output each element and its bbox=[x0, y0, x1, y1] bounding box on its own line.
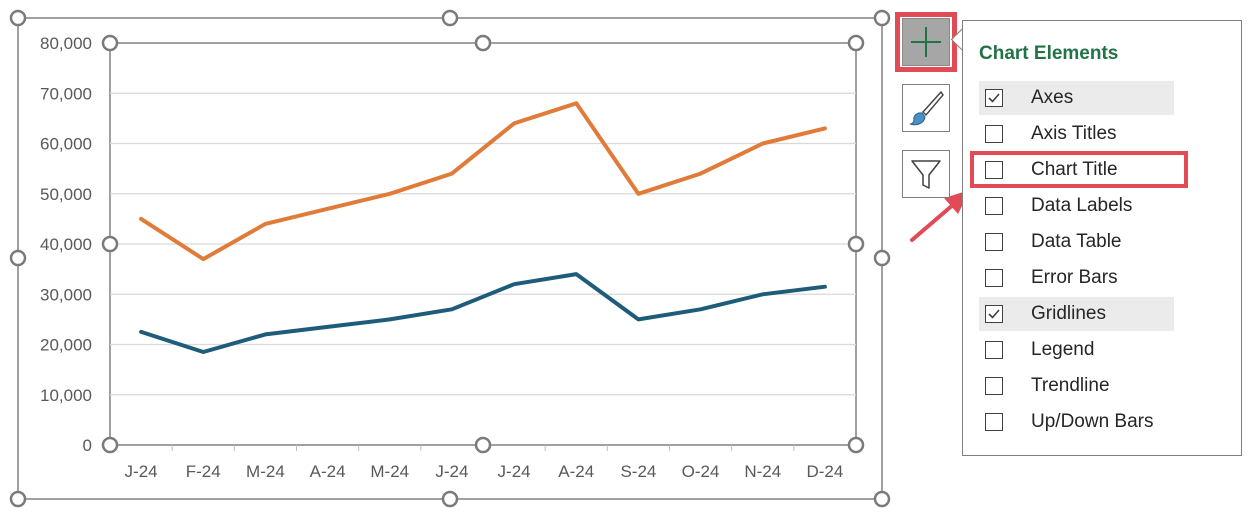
y-tick-label: 30,000 bbox=[40, 285, 92, 304]
y-tick-label: 0 bbox=[83, 436, 92, 455]
option-data-table[interactable]: Data Table bbox=[979, 225, 1174, 259]
x-tick-label: O-24 bbox=[682, 462, 720, 481]
chart-area-frame bbox=[17, 17, 883, 500]
option-label: Error Bars bbox=[1031, 267, 1118, 288]
gridlines bbox=[110, 92, 856, 396]
x-axis: J-24 F-24 M-24 A-24 M-24 J-24 J-24 A-24 S-24 O-24… bbox=[109, 445, 857, 481]
chart-area-resize-handle[interactable] bbox=[9, 249, 27, 267]
y-tick-label: 60,000 bbox=[40, 135, 92, 154]
y-axis: 0 10,000 20,000 30,000 40,000 50,000 60,000 70,… bbox=[40, 34, 92, 455]
plot-area-resize-handle[interactable] bbox=[847, 34, 865, 52]
plus-icon bbox=[911, 27, 941, 57]
option-label: Axis Titles bbox=[1031, 123, 1117, 144]
y-tick-label: 70,000 bbox=[40, 84, 92, 103]
option-label: Axes bbox=[1031, 87, 1074, 108]
x-tick-label: J-24 bbox=[125, 462, 158, 481]
chart-area-resize-handle[interactable] bbox=[873, 9, 891, 27]
option-label: Data Labels bbox=[1031, 195, 1133, 216]
option-up-down-bars[interactable]: Up/Down Bars bbox=[979, 405, 1174, 439]
y-tick-label: 20,000 bbox=[40, 336, 92, 355]
y-tick-label: 10,000 bbox=[40, 386, 92, 405]
plot-area-resize-handle[interactable] bbox=[847, 436, 865, 454]
chart-area-resize-handle[interactable] bbox=[873, 490, 891, 508]
x-tick-label: J-24 bbox=[498, 462, 531, 481]
selection-handles[interactable] bbox=[9, 9, 891, 508]
option-data-labels[interactable]: Data Labels bbox=[979, 189, 1174, 223]
panel-title: Chart Elements bbox=[979, 43, 1119, 64]
option-legend[interactable]: Legend bbox=[979, 333, 1174, 367]
checkbox-checked-icon[interactable] bbox=[985, 89, 1003, 107]
plot-area-resize-handle[interactable] bbox=[101, 235, 119, 253]
checkbox-icon[interactable] bbox=[985, 197, 1003, 215]
checkbox-icon[interactable] bbox=[985, 269, 1003, 287]
x-tick-label: A-24 bbox=[558, 462, 594, 481]
x-tick-label: F-24 bbox=[186, 462, 221, 481]
chart-area-resize-handle[interactable] bbox=[9, 490, 27, 508]
option-chart-title[interactable]: Chart Title bbox=[979, 153, 1174, 187]
chart-elements-button[interactable] bbox=[902, 18, 950, 66]
checkbox-icon[interactable] bbox=[985, 125, 1003, 143]
chart-area-resize-handle[interactable] bbox=[9, 9, 27, 27]
option-gridlines[interactable]: Gridlines bbox=[979, 297, 1174, 331]
checkbox-checked-icon[interactable] bbox=[985, 305, 1003, 323]
plot-area-resize-handle[interactable] bbox=[474, 436, 492, 454]
x-tick-label: S-24 bbox=[620, 462, 656, 481]
option-label: Chart Title bbox=[1031, 159, 1118, 180]
option-error-bars[interactable]: Error Bars bbox=[979, 261, 1174, 295]
checkbox-icon[interactable] bbox=[985, 161, 1003, 179]
option-trendline[interactable]: Trendline bbox=[979, 369, 1174, 403]
option-axes[interactable]: Axes bbox=[979, 81, 1174, 115]
series-lines bbox=[139, 101, 827, 354]
x-tick-label: A-24 bbox=[310, 462, 346, 481]
chart-title-option-highlight bbox=[970, 151, 1188, 188]
checkbox-icon[interactable] bbox=[985, 233, 1003, 251]
option-label: Gridlines bbox=[1031, 303, 1106, 324]
option-label: Up/Down Bars bbox=[1031, 411, 1154, 432]
plot-area-resize-handle[interactable] bbox=[101, 436, 119, 454]
series-line-1[interactable] bbox=[139, 101, 827, 262]
chart-elements-panel: Chart Elements Axes Axis Titles Chart Titl… bbox=[962, 20, 1242, 456]
option-axis-titles[interactable]: Axis Titles bbox=[979, 117, 1174, 151]
x-tick-label: N-24 bbox=[744, 462, 781, 481]
checkbox-icon[interactable] bbox=[985, 377, 1003, 395]
plot-area-resize-handle[interactable] bbox=[847, 235, 865, 253]
x-tick-label: M-24 bbox=[246, 462, 285, 481]
chart-area-resize-handle[interactable] bbox=[441, 490, 459, 508]
x-tick-label: D-24 bbox=[806, 462, 843, 481]
option-label: Data Table bbox=[1031, 231, 1122, 252]
option-label: Trendline bbox=[1031, 375, 1110, 396]
y-tick-label: 80,000 bbox=[40, 34, 92, 53]
chart-filters-button[interactable] bbox=[902, 150, 950, 198]
annotation-arrow bbox=[910, 202, 956, 242]
y-tick-label: 40,000 bbox=[40, 235, 92, 254]
x-tick-label: M-24 bbox=[370, 462, 409, 481]
funnel-icon bbox=[911, 160, 941, 189]
y-tick-label: 50,000 bbox=[40, 185, 92, 204]
plot-area-resize-handle[interactable] bbox=[101, 34, 119, 52]
checkbox-icon[interactable] bbox=[985, 341, 1003, 359]
paintbrush-icon bbox=[909, 90, 944, 126]
x-tick-label: J-24 bbox=[435, 462, 468, 481]
option-label: Legend bbox=[1031, 339, 1095, 360]
chart-area-resize-handle[interactable] bbox=[441, 9, 459, 27]
chart-area-resize-handle[interactable] bbox=[873, 249, 891, 267]
chart-styles-button[interactable] bbox=[902, 84, 950, 132]
plot-area-resize-handle[interactable] bbox=[474, 34, 492, 52]
series-line-2[interactable] bbox=[139, 272, 827, 354]
checkbox-icon[interactable] bbox=[985, 413, 1003, 431]
